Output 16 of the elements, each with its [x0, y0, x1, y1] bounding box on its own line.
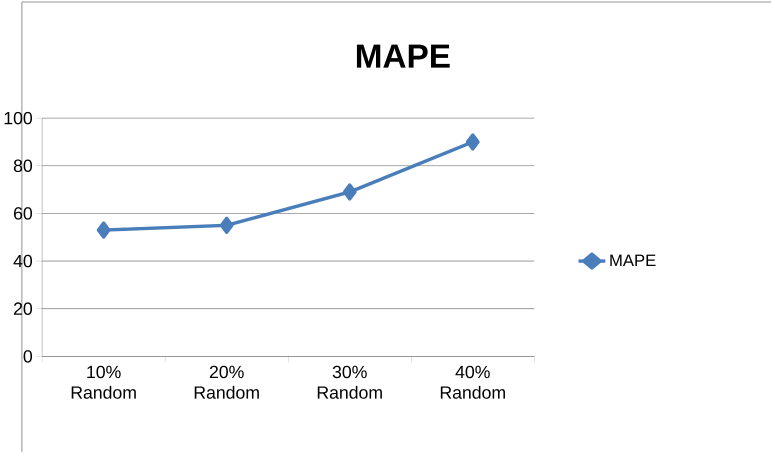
x-tick-label: 20% Random [194, 366, 259, 399]
point [342, 183, 357, 201]
y-tick-label: 100 [4, 112, 32, 124]
y-tick-label: 40 [13, 254, 32, 268]
x-tick-label: 40% Random [440, 366, 505, 399]
x-tick-label: 30% Random [318, 366, 382, 399]
point [466, 133, 480, 151]
x-tick-label: 10% Random [72, 366, 136, 399]
point [96, 222, 111, 239]
y-tick-label: 20 [14, 302, 32, 316]
y-tick-label: 80 [14, 160, 32, 172]
y-tick-label: 60 [14, 207, 32, 220]
chart-title: MAPE [356, 44, 450, 68]
point [220, 216, 234, 234]
y-tick-label: 0 [24, 350, 32, 363]
legend-label: MAPE [610, 254, 656, 266]
